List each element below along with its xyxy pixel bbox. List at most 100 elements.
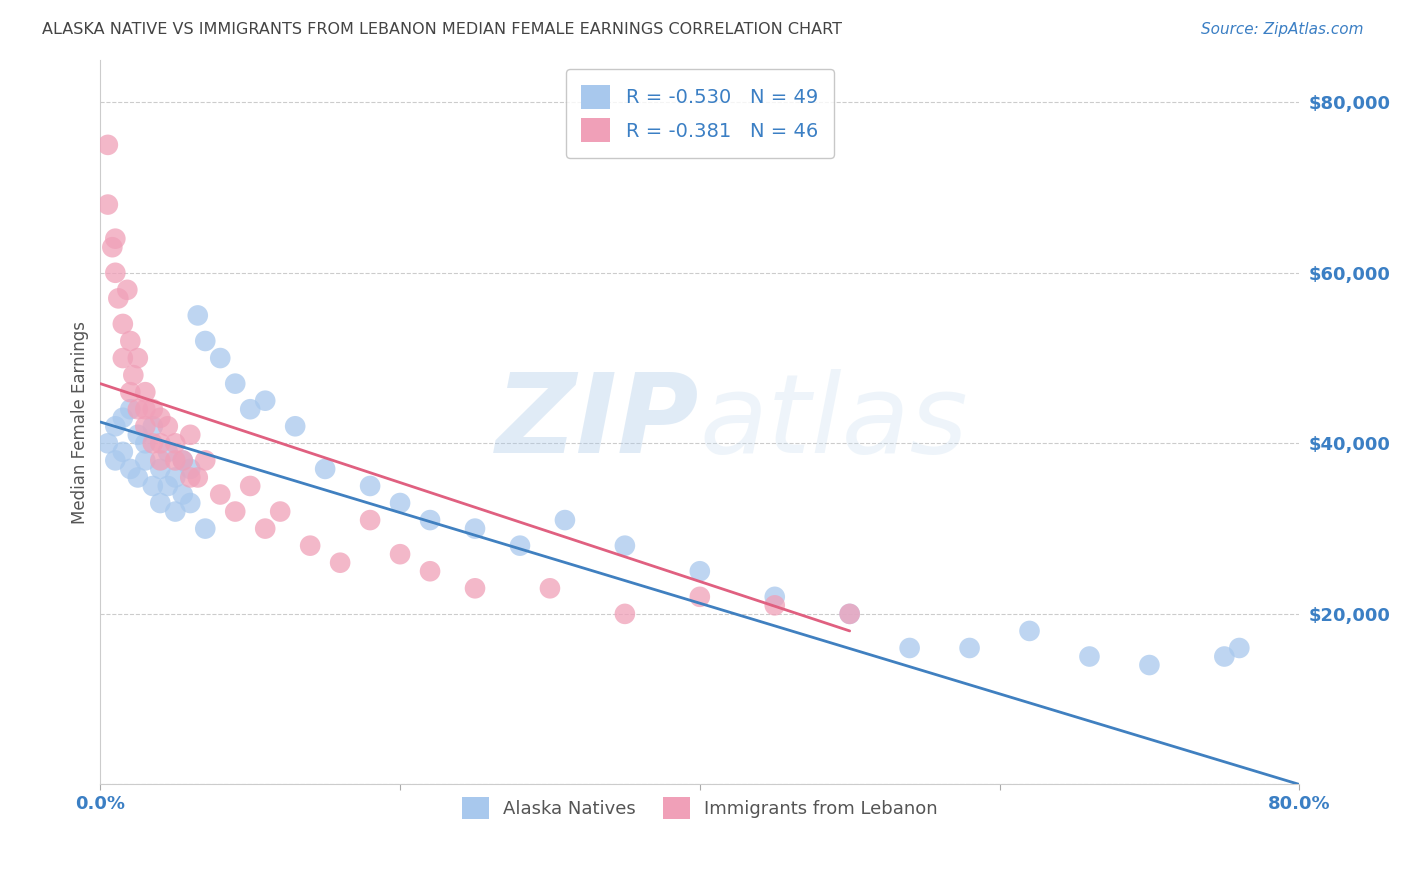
Point [149,462,172,476]
Point [1213,649,1236,664]
Y-axis label: Median Female Earnings: Median Female Earnings [72,320,89,524]
Point [284,419,307,434]
Point [1018,624,1040,638]
Point [179,496,201,510]
Point [117,283,139,297]
Point [419,513,441,527]
Point [554,513,576,527]
Point [689,590,711,604]
Point [156,479,179,493]
Point [179,470,201,484]
Text: atlas: atlas [700,368,969,475]
Point [959,640,981,655]
Point [97,197,120,211]
Point [464,522,486,536]
Point [104,419,127,434]
Point [120,462,142,476]
Point [111,445,134,459]
Point [838,607,860,621]
Point [120,334,142,348]
Point [763,590,786,604]
Point [224,504,246,518]
Point [127,470,149,484]
Point [107,291,129,305]
Point [142,479,165,493]
Text: ZIP: ZIP [496,368,700,475]
Point [179,427,201,442]
Point [838,607,860,621]
Point [329,556,352,570]
Point [120,385,142,400]
Point [165,470,187,484]
Point [101,240,124,254]
Point [134,436,156,450]
Point [187,309,209,323]
Point [111,410,134,425]
Point [613,607,636,621]
Point [97,436,120,450]
Point [134,453,156,467]
Point [763,599,786,613]
Point [314,462,336,476]
Point [149,436,172,450]
Point [419,564,441,578]
Point [97,137,120,152]
Point [464,582,486,596]
Point [134,419,156,434]
Point [149,453,172,467]
Point [111,317,134,331]
Legend: Alaska Natives, Immigrants from Lebanon: Alaska Natives, Immigrants from Lebanon [454,789,945,826]
Point [142,436,165,450]
Point [209,351,232,365]
Point [538,582,561,596]
Point [1078,649,1101,664]
Point [165,453,187,467]
Point [194,522,217,536]
Text: Source: ZipAtlas.com: Source: ZipAtlas.com [1201,22,1364,37]
Point [172,487,194,501]
Point [389,496,412,510]
Point [689,564,711,578]
Point [134,402,156,417]
Point [142,419,165,434]
Point [389,547,412,561]
Point [299,539,322,553]
Point [149,410,172,425]
Point [156,419,179,434]
Point [1227,640,1250,655]
Point [187,470,209,484]
Point [127,427,149,442]
Point [269,504,291,518]
Point [239,402,262,417]
Point [239,479,262,493]
Point [1139,658,1161,673]
Point [194,334,217,348]
Point [134,385,156,400]
Point [359,479,381,493]
Point [127,402,149,417]
Text: ALASKA NATIVE VS IMMIGRANTS FROM LEBANON MEDIAN FEMALE EARNINGS CORRELATION CHAR: ALASKA NATIVE VS IMMIGRANTS FROM LEBANON… [42,22,842,37]
Point [254,522,277,536]
Point [165,436,187,450]
Point [179,462,201,476]
Point [142,402,165,417]
Point [104,453,127,467]
Point [172,453,194,467]
Point [209,487,232,501]
Point [149,496,172,510]
Point [254,393,277,408]
Point [122,368,145,383]
Point [224,376,246,391]
Point [111,351,134,365]
Point [509,539,531,553]
Point [104,232,127,246]
Point [613,539,636,553]
Point [156,445,179,459]
Point [172,453,194,467]
Point [194,453,217,467]
Point [104,266,127,280]
Point [127,351,149,365]
Point [359,513,381,527]
Point [165,504,187,518]
Point [898,640,921,655]
